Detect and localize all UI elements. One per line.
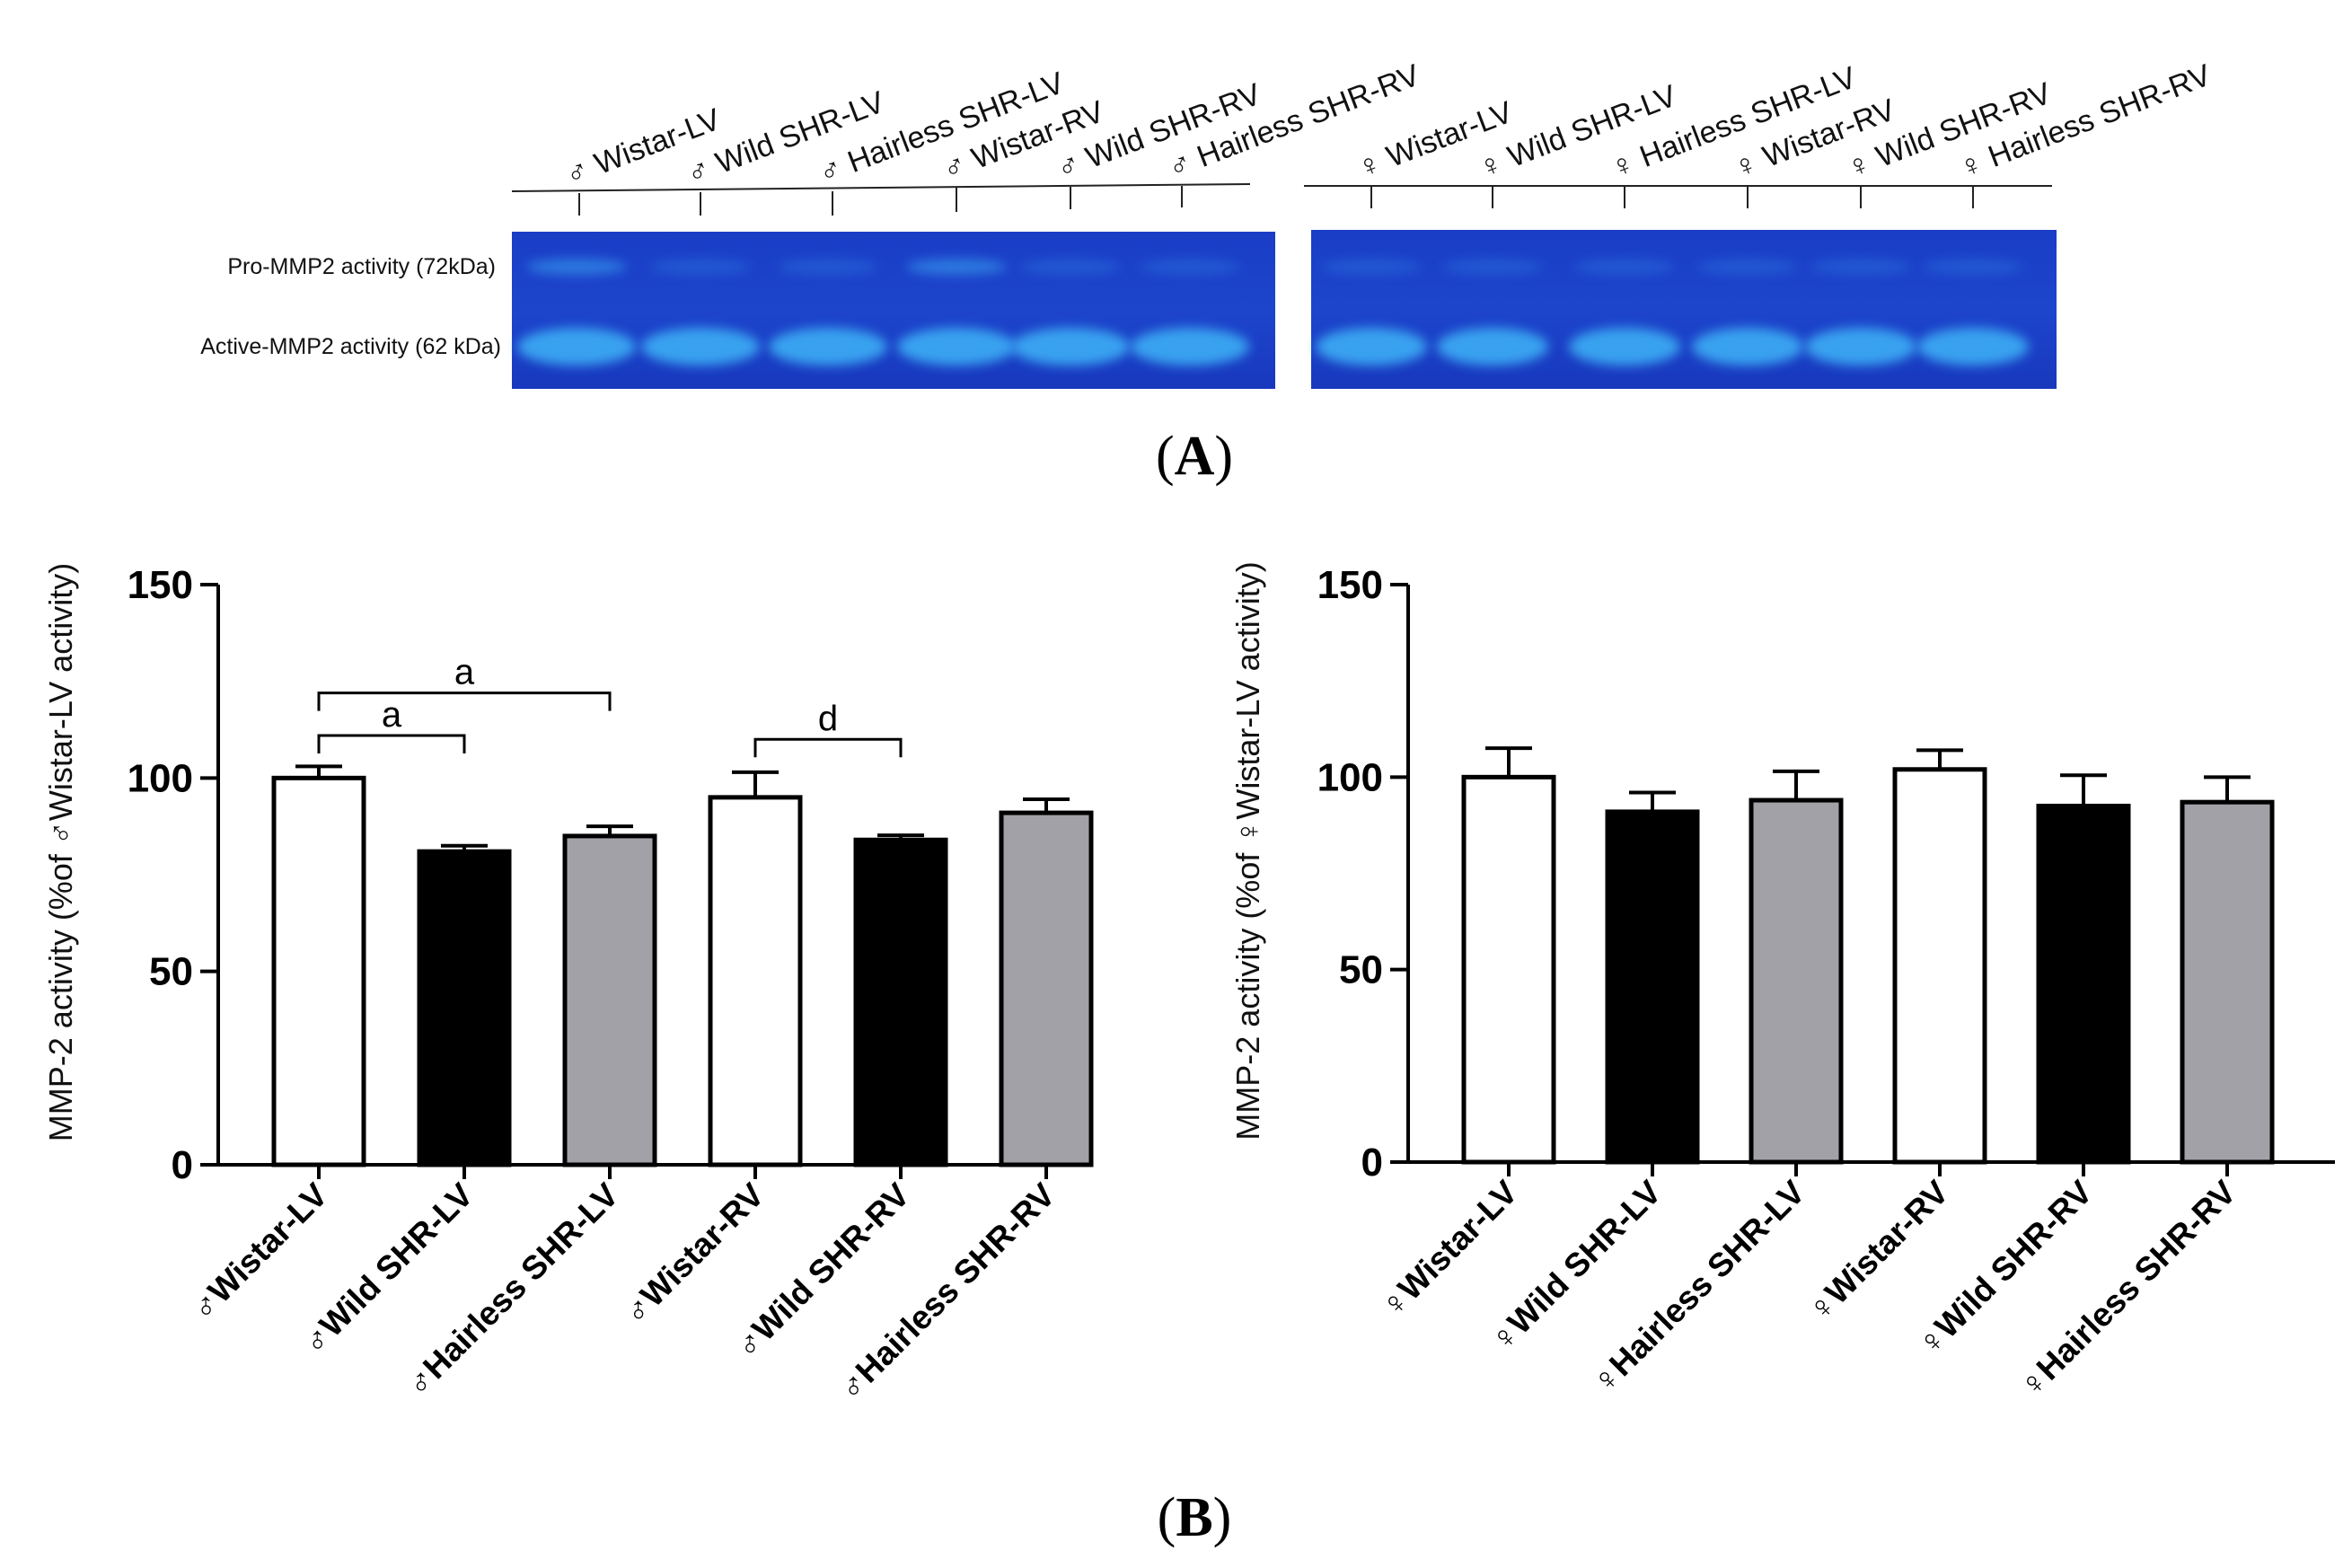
bar bbox=[853, 837, 948, 1167]
bar bbox=[1605, 809, 1700, 1165]
pro-mmp2-band bbox=[1923, 259, 2023, 275]
significance-bracket bbox=[317, 692, 612, 711]
y-tick-label: 100 bbox=[1317, 755, 1383, 799]
female-mmp2-bar-chart: 0 50 100 150 MMP-2 activity (%of ♀Wistar-LV … bbox=[1229, 561, 2335, 1405]
bar bbox=[1892, 767, 1987, 1165]
active-mmp2-band bbox=[1011, 328, 1130, 366]
active-mmp2-band bbox=[1316, 328, 1427, 366]
significance-bracket bbox=[317, 734, 466, 753]
pro-mmp2-band bbox=[778, 259, 878, 275]
pro-mmp2-band bbox=[1321, 259, 1422, 275]
gel-image-male bbox=[512, 232, 1275, 389]
y-tick-label: 50 bbox=[149, 950, 193, 994]
significance-label: a bbox=[382, 695, 402, 735]
significance-label: a bbox=[454, 653, 475, 692]
pro-mmp2-band bbox=[1574, 259, 1675, 275]
active-mmp2-row-label: Active-MMP2 activity (62 kDa) bbox=[200, 334, 501, 359]
y-tick-label: 0 bbox=[172, 1143, 193, 1187]
male-lane-labels: ♂ Wistar-LV♂ Wild SHR-LV♂ Hairless SHR-L… bbox=[560, 57, 1424, 192]
x-category-label: ♀Wistar-RV bbox=[1801, 1173, 1956, 1328]
pro-mmp2-band bbox=[1810, 259, 1911, 275]
x-category-label: ♀Wistar-LV bbox=[1373, 1173, 1525, 1325]
bar bbox=[2036, 803, 2131, 1165]
x-category-label: ♂Wistar-RV bbox=[616, 1176, 771, 1331]
y-tick-label: 150 bbox=[128, 563, 193, 607]
significance-bracket bbox=[753, 737, 903, 758]
active-mmp2-band bbox=[769, 328, 887, 366]
active-mmp2-band bbox=[1805, 328, 1916, 366]
y-axis-label: MMP-2 activity (%of ♂Wistar-LV activity) bbox=[42, 563, 79, 1141]
pro-mmp2-band bbox=[1442, 259, 1543, 275]
active-mmp2-band bbox=[517, 328, 636, 366]
x-category-label: ♂Wistar-LV bbox=[183, 1176, 335, 1327]
male-mmp2-bar-chart: 0 50 100 150 MMP-2 activity (%of ♂Wistar-LV … bbox=[42, 563, 1094, 1407]
bar bbox=[2180, 799, 2275, 1165]
male-lane-ticks bbox=[578, 186, 1183, 216]
y-tick-label: 150 bbox=[1317, 563, 1383, 607]
pro-mmp2-row-label: Pro-MMP2 activity (72kDa) bbox=[227, 254, 496, 279]
pro-mmp2-band bbox=[906, 259, 1007, 275]
bar bbox=[417, 849, 512, 1167]
pro-mmp2-band bbox=[1140, 259, 1240, 275]
y-tick-label: 50 bbox=[1339, 948, 1383, 992]
y-axis-label: MMP-2 activity (%of ♀Wistar-LV activity) bbox=[1229, 561, 1266, 1140]
pro-mmp2-band bbox=[1020, 259, 1121, 275]
gel-image-female bbox=[1311, 230, 2057, 389]
active-mmp2-band bbox=[1131, 328, 1249, 366]
male-lane-header-line bbox=[511, 183, 1251, 192]
bar bbox=[1461, 774, 1556, 1165]
bar bbox=[708, 795, 803, 1167]
gel-panel: ♂ Wistar-LV♂ Wild SHR-LV♂ Hairless SHR-L… bbox=[200, 57, 2215, 487]
active-mmp2-band bbox=[1569, 328, 1680, 366]
gel-bands bbox=[517, 259, 2029, 366]
bar bbox=[999, 810, 1094, 1167]
active-mmp2-band bbox=[1692, 328, 1803, 366]
significance-label: d bbox=[818, 699, 838, 738]
female-lane-labels: ♀ Wistar-LV♀ Wild SHR-LV♀ Hairless SHR-L… bbox=[1352, 57, 2215, 185]
bar bbox=[1749, 797, 1844, 1165]
panel-b-label: (B) bbox=[1158, 1487, 1232, 1548]
active-mmp2-band bbox=[897, 328, 1016, 366]
panel-a-label: (A) bbox=[1156, 426, 1233, 487]
active-mmp2-band bbox=[1917, 328, 2029, 366]
pro-mmp2-band bbox=[1697, 259, 1798, 275]
active-mmp2-band bbox=[641, 328, 760, 366]
pro-mmp2-band bbox=[650, 259, 751, 275]
active-mmp2-band bbox=[1437, 328, 1548, 366]
y-tick-label: 0 bbox=[1361, 1141, 1383, 1185]
bar bbox=[562, 833, 657, 1167]
bar bbox=[271, 775, 366, 1167]
y-tick-label: 100 bbox=[128, 756, 193, 800]
female-lane-ticks bbox=[1370, 186, 1974, 208]
pro-mmp2-band bbox=[526, 259, 627, 275]
